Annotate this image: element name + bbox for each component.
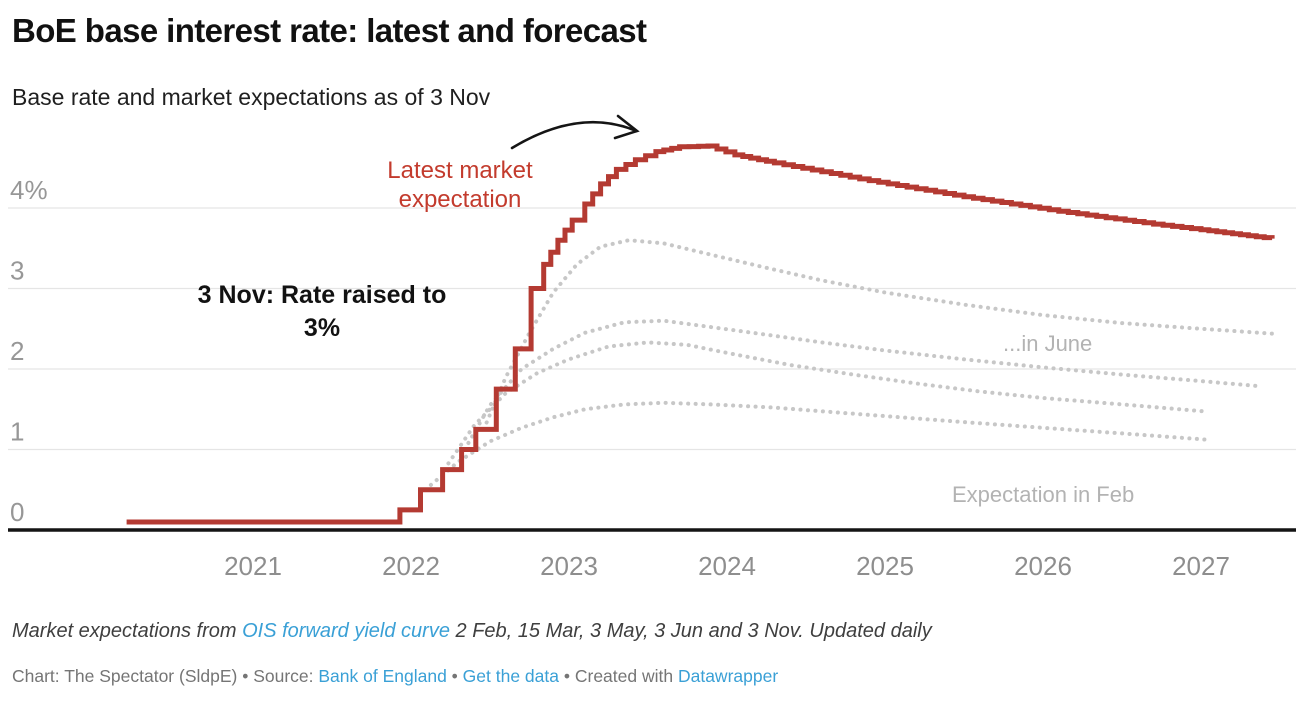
datawrapper-link[interactable]: Datawrapper — [677, 666, 779, 686]
notes-text-suffix: 2 Feb, 15 Mar, 3 May, 3 Jun and 3 Nov. U… — [449, 620, 932, 642]
arrow-icon — [510, 120, 636, 150]
y-axis-tick-label: 2 — [10, 336, 24, 366]
byline-created-with-text: • Created with — [559, 666, 678, 686]
annotation-latest-market-expectation: Latest market expectation — [387, 157, 533, 213]
chart-byline: Chart: The Spectator (SldpE) • Source: B… — [12, 666, 778, 687]
dotted-expectation-line — [462, 318, 1259, 452]
y-axis-tick-label: 0 — [10, 497, 24, 527]
y-axis-tick-label: 1 — [10, 417, 24, 447]
chart-subtitle: Base rate and market expectations as of … — [12, 84, 491, 110]
ois-forward-yield-curve-link[interactable]: OIS forward yield curve — [242, 620, 450, 642]
notes-text-prefix: Market expectations from — [12, 620, 243, 642]
x-axis-tick-label: 2027 — [1172, 551, 1230, 581]
source-bank-of-england-link[interactable]: Bank of England — [318, 666, 447, 686]
dotted-expectation-line — [423, 400, 1211, 492]
x-axis-tick-label: 2023 — [540, 551, 598, 581]
x-axis-tick-label: 2021 — [224, 551, 282, 581]
byline-separator: • — [446, 666, 463, 686]
dotted-expectation-line — [481, 238, 1275, 432]
get-the-data-link[interactable]: Get the data — [462, 666, 559, 686]
y-axis-tick-label: 4% — [10, 175, 48, 205]
byline-credit-text: Chart: The Spectator (SldpE) • Source: — [12, 666, 319, 686]
x-axis-tick-label: 2025 — [856, 551, 914, 581]
arrow-head-icon — [613, 114, 640, 140]
annotation-rate-raised: 3 Nov: Rate raised to 3% — [197, 281, 447, 342]
base-rate-step-line — [126, 143, 1275, 525]
x-axis-tick-label: 2024 — [698, 551, 756, 581]
annotation-expectation-in-feb: Expectation in Feb — [952, 482, 1135, 507]
x-axis-tick-label: 2022 — [382, 551, 440, 581]
chart-title: BoE base interest rate: latest and forec… — [12, 12, 647, 49]
dotted-expectation-line — [442, 340, 1211, 472]
chart-notes: Market expectations from OIS forward yie… — [12, 620, 932, 643]
annotation-in-june: ...in June — [1003, 331, 1093, 356]
x-axis-tick-label: 2026 — [1014, 551, 1072, 581]
chart-canvas: 0 1 2 3 4% 2021 2022 2023 2024 2025 2026 2027 — [8, 114, 1296, 581]
y-axis-tick-label: 3 — [10, 256, 24, 286]
